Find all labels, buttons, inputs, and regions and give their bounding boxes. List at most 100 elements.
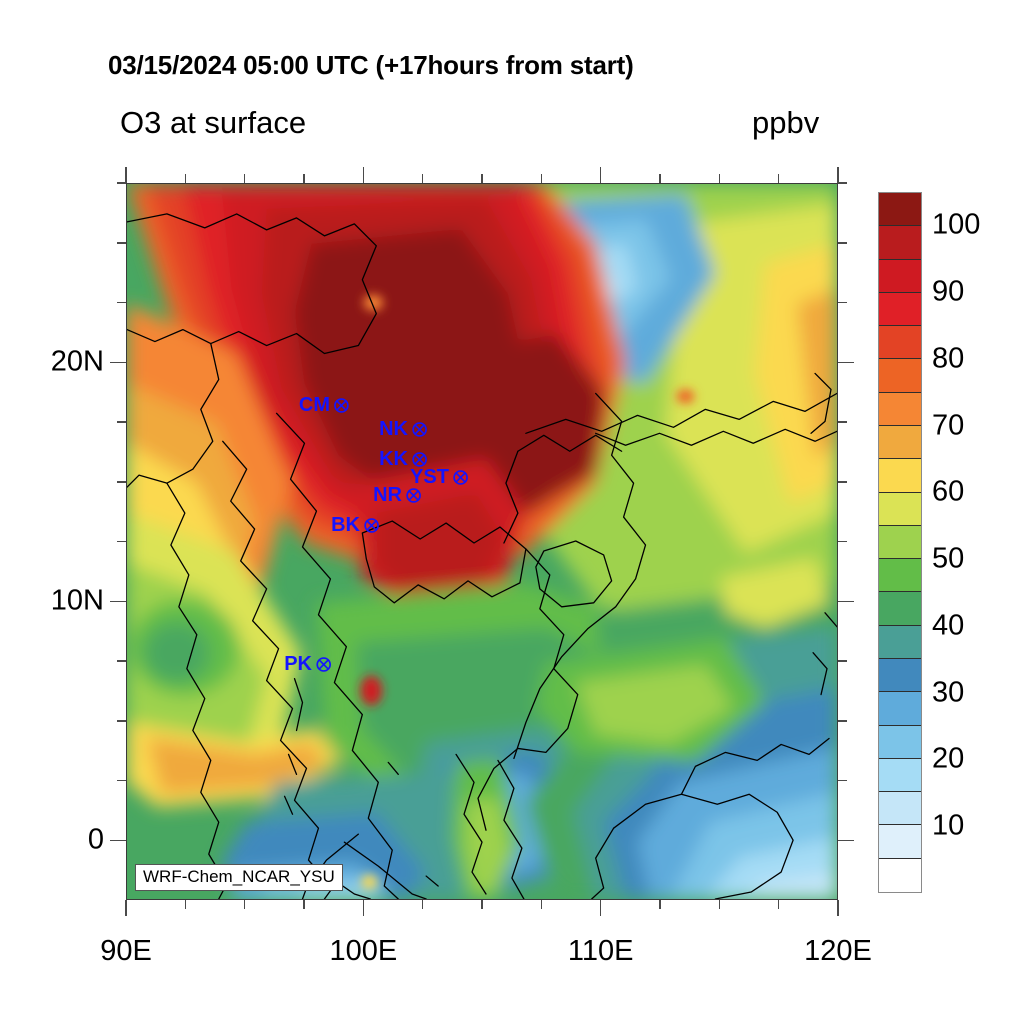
model-attribution-label: WRF-Chem_NCAR_YSU bbox=[135, 864, 343, 891]
y-axis-tick bbox=[117, 421, 126, 423]
colorbar-band bbox=[879, 359, 921, 393]
colorbar-tick-label: 10 bbox=[932, 809, 965, 842]
colorbar-band bbox=[879, 625, 921, 659]
colorbar-band bbox=[879, 292, 921, 327]
y-axis-tick bbox=[838, 242, 847, 244]
y-axis-tick bbox=[117, 720, 126, 722]
map-plot-area[interactable]: CM NK KK YST NR BK PK WRF-Chem_NCAR_YSU bbox=[126, 183, 838, 900]
station-marker-yst[interactable]: YST bbox=[410, 467, 469, 487]
y-axis-tick bbox=[838, 481, 847, 483]
circled-x-icon bbox=[315, 656, 332, 673]
station-marker-nk[interactable]: NK bbox=[379, 419, 428, 439]
x-axis-tick bbox=[599, 167, 602, 183]
x-axis-tick bbox=[837, 900, 839, 916]
colorbar-band bbox=[879, 525, 921, 560]
units-label: ppbv bbox=[752, 105, 820, 140]
circled-x-icon bbox=[452, 469, 469, 486]
ozone-concentration-field bbox=[127, 184, 837, 899]
y-axis-tick bbox=[117, 660, 126, 662]
x-axis-tick bbox=[362, 900, 365, 916]
y-axis-tick bbox=[117, 481, 126, 483]
x-axis-tick bbox=[481, 900, 483, 909]
colorbar-band bbox=[879, 858, 921, 892]
y-axis-tick bbox=[117, 301, 126, 304]
station-code-label: PK bbox=[284, 653, 312, 675]
y-axis-tick bbox=[838, 182, 847, 184]
colorbar-tick-label: 30 bbox=[932, 676, 965, 709]
y-axis-tick bbox=[838, 361, 854, 363]
colorbar-band bbox=[879, 392, 921, 426]
y-axis-tick bbox=[117, 540, 126, 543]
x-axis-tick bbox=[125, 900, 127, 916]
field-label: O3 at surface bbox=[120, 105, 307, 140]
station-marker-cm[interactable]: CM bbox=[299, 395, 350, 415]
x-axis-tick bbox=[362, 167, 365, 183]
y-axis-tick bbox=[838, 540, 847, 543]
y-axis-tick bbox=[838, 779, 847, 782]
x-axis-label: 100E bbox=[329, 935, 398, 967]
station-code-label: BK bbox=[331, 514, 360, 536]
colorbar-band bbox=[879, 193, 921, 227]
station-code-label: YST bbox=[410, 466, 449, 488]
colorbar-band bbox=[879, 758, 921, 793]
colorbar[interactable] bbox=[878, 192, 922, 893]
y-axis-tick bbox=[117, 779, 126, 782]
x-axis-tick bbox=[243, 174, 246, 183]
x-axis-tick bbox=[718, 174, 721, 183]
y-axis-tick bbox=[838, 301, 847, 304]
colorbar-tick-label: 20 bbox=[932, 742, 965, 775]
colorbar-band bbox=[879, 425, 921, 460]
y-axis-label: 10N bbox=[50, 584, 104, 617]
x-axis-tick bbox=[303, 174, 305, 183]
station-code-label: NR bbox=[373, 484, 402, 506]
x-axis-tick bbox=[421, 900, 424, 909]
x-axis-tick bbox=[718, 900, 721, 909]
colorbar-band bbox=[879, 592, 921, 626]
x-axis-tick bbox=[243, 900, 246, 909]
y-axis-tick bbox=[838, 839, 854, 841]
station-marker-nr[interactable]: NR bbox=[373, 485, 422, 505]
station-marker-kk[interactable]: KK bbox=[379, 449, 428, 469]
x-axis-tick bbox=[837, 167, 839, 183]
y-axis-tick bbox=[110, 600, 126, 602]
colorbar-band bbox=[879, 326, 921, 360]
x-axis-tick bbox=[659, 174, 661, 183]
x-axis-tick bbox=[184, 174, 187, 183]
colorbar-band bbox=[879, 226, 921, 260]
y-axis-tick bbox=[838, 720, 847, 722]
y-axis-tick bbox=[838, 600, 854, 602]
y-axis-tick bbox=[117, 242, 126, 244]
x-axis-tick bbox=[421, 174, 424, 183]
page-title: 03/15/2024 05:00 UTC (+17hours from star… bbox=[108, 50, 634, 80]
y-axis-tick bbox=[117, 182, 126, 184]
colorbar-band bbox=[879, 658, 921, 693]
colorbar-tick-label: 80 bbox=[932, 342, 965, 375]
colorbar-tick-label: 100 bbox=[932, 208, 981, 241]
station-code-label: NK bbox=[379, 418, 408, 440]
circled-x-icon bbox=[411, 451, 428, 468]
x-axis-tick bbox=[659, 900, 661, 909]
colorbar-tick-label: 50 bbox=[932, 542, 965, 575]
colorbar-band bbox=[879, 792, 921, 826]
y-axis-label: 0 bbox=[87, 823, 104, 856]
colorbar-tick-label: 60 bbox=[932, 475, 965, 508]
station-marker-pk[interactable]: PK bbox=[284, 654, 332, 674]
colorbar-band bbox=[879, 725, 921, 759]
colorbar-tick-label: 70 bbox=[932, 409, 965, 442]
y-axis-label: 20N bbox=[50, 345, 104, 378]
x-axis-tick bbox=[303, 900, 305, 909]
x-axis-tick bbox=[777, 900, 780, 909]
colorbar-band bbox=[879, 492, 921, 526]
y-axis-tick bbox=[838, 660, 847, 662]
station-code-label: KK bbox=[379, 448, 408, 470]
y-axis-tick bbox=[110, 839, 126, 841]
x-axis-tick bbox=[777, 174, 780, 183]
colorbar-band bbox=[879, 459, 921, 493]
x-axis-tick bbox=[599, 900, 602, 916]
colorbar-band bbox=[879, 559, 921, 593]
circled-x-icon bbox=[411, 421, 428, 438]
circled-x-icon bbox=[405, 487, 422, 504]
station-marker-bk[interactable]: BK bbox=[331, 515, 380, 535]
x-axis-tick bbox=[540, 900, 543, 909]
station-code-label: CM bbox=[298, 394, 330, 416]
